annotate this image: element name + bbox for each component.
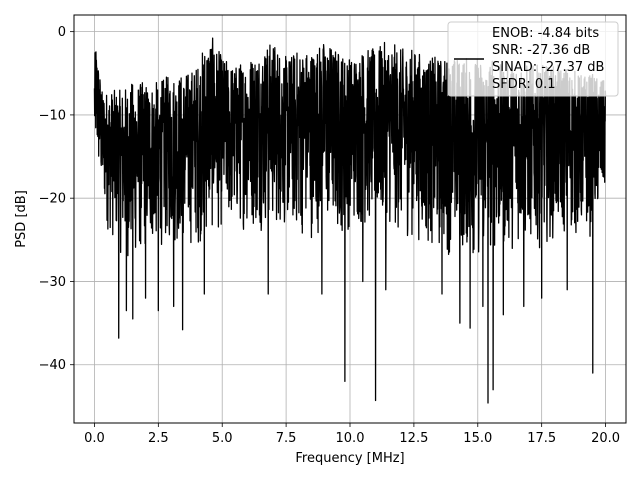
legend-entry-sinad: SINAD: -27.37 dB — [492, 60, 604, 75]
x-tick-label: 17.5 — [527, 431, 556, 446]
x-tick-label: 5.0 — [212, 431, 233, 446]
x-tick-label: 12.5 — [399, 431, 428, 446]
y-tick-label: −10 — [39, 108, 66, 123]
x-tick-label: 7.5 — [276, 431, 297, 446]
psd-series-line — [93, 37, 607, 404]
x-tick-label: 2.5 — [148, 431, 169, 446]
plot-area — [93, 37, 607, 404]
y-axis-label: PSD [dB] — [14, 190, 29, 248]
x-tick-label: 15.0 — [463, 431, 492, 446]
legend-entry-snr: SNR: -27.36 dB — [492, 43, 590, 58]
legend: ENOB: -4.84 bits SNR: -27.36 dB SINAD: -… — [447, 21, 619, 97]
x-tick-label: 20.0 — [591, 431, 620, 446]
legend-box — [447, 21, 619, 97]
y-axis-ticks: 0 −10 −20 −30 −40 — [39, 25, 74, 373]
y-tick-label: −30 — [39, 275, 66, 290]
legend-entry-sfdr: SFDR: 0.1 — [492, 77, 556, 92]
y-tick-label: −40 — [39, 358, 66, 373]
y-tick-label: −20 — [39, 192, 66, 207]
x-axis-ticks: 0.0 2.5 5.0 7.5 10.0 12.5 15.0 17.5 20.0 — [84, 423, 620, 446]
legend-entry-enob: ENOB: -4.84 bits — [492, 26, 599, 41]
y-tick-label: 0 — [58, 25, 66, 40]
x-tick-label: 0.0 — [84, 431, 105, 446]
x-tick-label: 10.0 — [336, 431, 365, 446]
x-axis-label: Frequency [MHz] — [295, 451, 404, 466]
